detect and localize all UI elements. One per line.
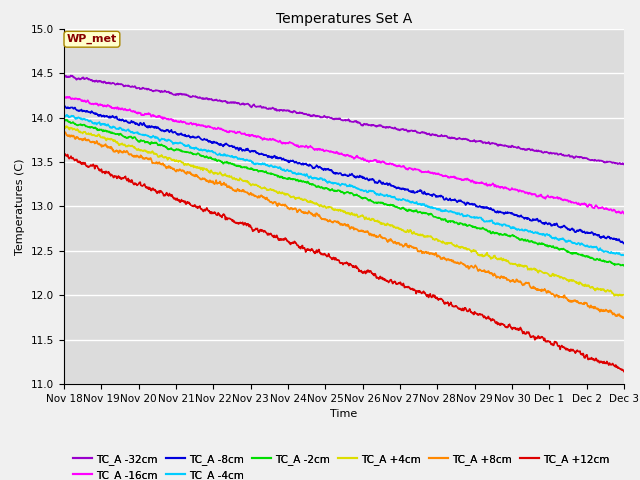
TC_A +4cm xyxy=(611,293,618,299)
TC_A -8cm xyxy=(554,222,561,228)
TC_A +12cm xyxy=(185,200,193,205)
TC_A -2cm xyxy=(504,233,512,239)
TC_A +4cm xyxy=(172,158,179,164)
TC_A +12cm xyxy=(172,196,179,202)
Text: WP_met: WP_met xyxy=(67,34,117,44)
TC_A -8cm xyxy=(185,132,193,138)
TC_A -16cm xyxy=(60,94,68,100)
X-axis label: Time: Time xyxy=(330,409,358,419)
Y-axis label: Temperatures (C): Temperatures (C) xyxy=(15,158,26,255)
Line: TC_A -8cm: TC_A -8cm xyxy=(64,106,624,243)
TC_A +8cm xyxy=(61,129,69,135)
Line: TC_A +8cm: TC_A +8cm xyxy=(64,132,624,318)
TC_A -16cm xyxy=(504,186,512,192)
TC_A -32cm xyxy=(61,72,68,78)
Line: TC_A -16cm: TC_A -16cm xyxy=(64,97,624,214)
TC_A -16cm xyxy=(554,195,562,201)
TC_A +4cm xyxy=(185,162,193,168)
TC_A -4cm xyxy=(60,112,68,118)
TC_A -8cm xyxy=(60,103,68,109)
Title: Temperatures Set A: Temperatures Set A xyxy=(276,12,412,26)
TC_A -32cm xyxy=(248,105,255,110)
TC_A +4cm xyxy=(554,274,562,279)
TC_A -2cm xyxy=(60,118,68,123)
TC_A -4cm xyxy=(431,205,439,211)
Line: TC_A +4cm: TC_A +4cm xyxy=(64,126,624,296)
TC_A -16cm xyxy=(620,211,628,216)
TC_A +4cm xyxy=(431,237,439,242)
TC_A -2cm xyxy=(248,165,255,171)
TC_A -16cm xyxy=(185,121,193,127)
TC_A -32cm xyxy=(431,132,439,137)
TC_A -8cm xyxy=(504,210,512,216)
TC_A -16cm xyxy=(431,170,439,176)
TC_A +8cm xyxy=(620,315,628,321)
TC_A -8cm xyxy=(247,148,255,154)
TC_A -32cm xyxy=(60,73,68,79)
TC_A +4cm xyxy=(60,124,68,130)
TC_A -32cm xyxy=(185,94,193,99)
TC_A +8cm xyxy=(504,277,512,283)
TC_A +12cm xyxy=(61,151,69,157)
Legend: TC_A -32cm, TC_A -16cm, TC_A -8cm, TC_A -4cm, TC_A -2cm, TC_A +4cm, TC_A +8cm, T: TC_A -32cm, TC_A -16cm, TC_A -8cm, TC_A … xyxy=(69,450,614,480)
TC_A -4cm xyxy=(63,112,70,118)
TC_A +12cm xyxy=(60,153,68,159)
TC_A -2cm xyxy=(554,246,562,252)
TC_A +8cm xyxy=(248,192,255,197)
TC_A -16cm xyxy=(248,132,255,138)
TC_A -4cm xyxy=(172,140,179,146)
TC_A +4cm xyxy=(504,258,512,264)
TC_A +12cm xyxy=(504,322,512,328)
TC_A +12cm xyxy=(431,295,439,300)
Line: TC_A +12cm: TC_A +12cm xyxy=(64,154,624,372)
TC_A -32cm xyxy=(172,92,179,98)
TC_A +4cm xyxy=(61,123,68,129)
TC_A -2cm xyxy=(62,117,70,122)
Line: TC_A -32cm: TC_A -32cm xyxy=(64,75,624,165)
TC_A +8cm xyxy=(554,293,562,299)
TC_A -32cm xyxy=(504,144,512,150)
TC_A -8cm xyxy=(620,240,627,246)
TC_A -4cm xyxy=(248,158,255,164)
TC_A -4cm xyxy=(504,223,512,229)
TC_A -4cm xyxy=(185,143,193,148)
TC_A -32cm xyxy=(620,162,628,168)
TC_A -16cm xyxy=(66,94,74,100)
TC_A +12cm xyxy=(554,343,562,348)
TC_A +4cm xyxy=(620,292,628,298)
TC_A +8cm xyxy=(431,251,439,257)
Line: TC_A -2cm: TC_A -2cm xyxy=(64,120,624,265)
TC_A -32cm xyxy=(554,152,562,157)
TC_A +12cm xyxy=(248,225,255,230)
TC_A +8cm xyxy=(619,315,627,321)
TC_A -8cm xyxy=(431,192,438,198)
TC_A -8cm xyxy=(620,240,628,246)
TC_A -2cm xyxy=(172,147,179,153)
Line: TC_A -4cm: TC_A -4cm xyxy=(64,115,624,255)
TC_A -4cm xyxy=(620,252,628,258)
TC_A +8cm xyxy=(60,130,68,135)
TC_A +4cm xyxy=(248,182,255,188)
TC_A +8cm xyxy=(185,170,193,176)
TC_A -2cm xyxy=(431,214,439,220)
TC_A -8cm xyxy=(171,129,179,135)
TC_A -16cm xyxy=(172,118,179,123)
TC_A -4cm xyxy=(554,237,562,242)
TC_A -4cm xyxy=(618,252,625,258)
TC_A -2cm xyxy=(185,150,193,156)
TC_A +8cm xyxy=(172,168,179,174)
TC_A +12cm xyxy=(620,369,628,374)
TC_A -2cm xyxy=(620,263,628,268)
